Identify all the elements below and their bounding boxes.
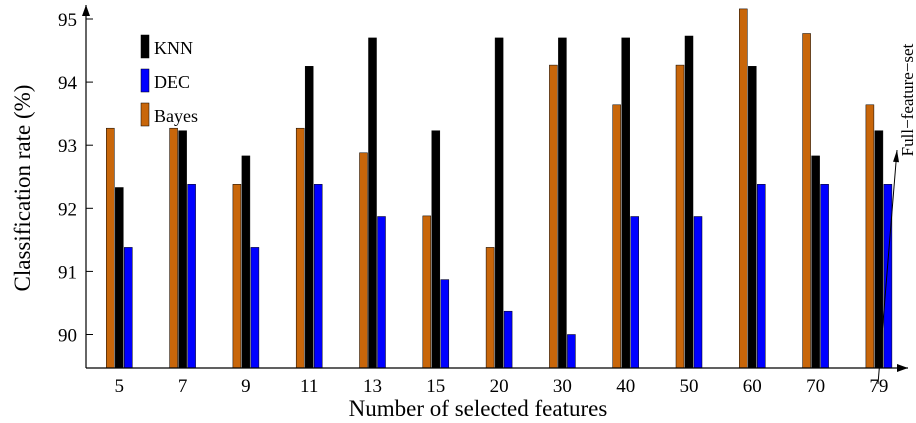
x-tick-label-13: 13 [363, 376, 382, 397]
y-tick-label-93: 93 [58, 136, 77, 157]
legend-label-knn: KNN [154, 38, 193, 58]
bar-dec-20 [503, 310, 513, 369]
bar-knn-11 [304, 66, 314, 369]
legend-label-bayes: Bayes [154, 106, 198, 126]
y-tick-label-94: 94 [58, 73, 78, 94]
bar-bayes-9 [232, 184, 242, 369]
bar-bayes-5 [106, 127, 115, 369]
bar-bayes-15 [422, 215, 432, 369]
bar-dec-40 [630, 216, 639, 369]
y-axis-title: Classification rate (%) [10, 85, 35, 292]
y-ticks-layer: 90 91 92 93 94 95 [58, 10, 93, 347]
x-axis-arrowhead [897, 364, 908, 372]
bar-knn-60 [748, 66, 757, 369]
bar-knn-9 [241, 155, 251, 369]
bars-layer [106, 8, 893, 369]
bar-dec-13 [377, 216, 386, 369]
x-tick-label-11: 11 [300, 376, 318, 397]
x-axis-title: Number of selected features [349, 396, 608, 421]
legend-label-dec: DEC [154, 72, 190, 92]
bar-knn-13 [368, 37, 377, 369]
bar-knn-30 [558, 37, 567, 369]
bar-dec-70 [820, 184, 829, 369]
bar-knn-70 [811, 155, 820, 369]
bar-knn-5 [115, 187, 124, 369]
legend-swatch-knn [140, 34, 150, 59]
y-axis-arrowhead [82, 5, 90, 16]
bar-dec-79 [883, 184, 893, 369]
full-feature-set-arrow-line [877, 149, 898, 385]
y-tick-label-91: 91 [58, 262, 77, 283]
bar-dec-7 [187, 184, 196, 369]
bar-dec-9 [250, 247, 260, 369]
x-tick-label-40: 40 [616, 376, 635, 397]
x-tick-label-70: 70 [806, 376, 825, 397]
legend-swatch-bayes [140, 102, 150, 127]
bar-bayes-20 [485, 247, 495, 369]
bar-dec-11 [313, 184, 323, 369]
bar-bayes-60 [739, 8, 748, 369]
bar-bayes-79 [865, 104, 875, 369]
x-tick-label-7: 7 [178, 376, 188, 397]
legend: KNN DEC Bayes [140, 34, 198, 127]
full-feature-set-annotation: Full−feature−set [898, 43, 916, 156]
x-tick-label-79: 79 [869, 376, 888, 397]
x-tick-label-30: 30 [553, 376, 572, 397]
y-tick-label-92: 92 [58, 199, 77, 220]
bar-knn-7 [178, 130, 187, 369]
bar-bayes-50 [675, 64, 685, 369]
full-feature-set-arrowhead [893, 150, 900, 163]
y-tick-label-95: 95 [58, 10, 77, 31]
bar-dec-5 [124, 247, 133, 369]
bar-knn-50 [684, 35, 694, 369]
bar-knn-15 [431, 130, 441, 369]
bar-dec-60 [757, 184, 766, 369]
x-tick-label-20: 20 [490, 376, 509, 397]
bar-dec-50 [693, 216, 703, 369]
bar-knn-40 [621, 37, 630, 369]
bar-bayes-40 [612, 104, 621, 369]
bar-bayes-70 [802, 33, 811, 369]
x-tick-label-15: 15 [426, 376, 445, 397]
bar-bayes-30 [549, 64, 558, 369]
x-tick-label-5: 5 [115, 376, 125, 397]
bar-bayes-11 [295, 127, 305, 369]
x-tick-label-60: 60 [743, 376, 762, 397]
bar-dec-15 [440, 279, 450, 369]
bar-knn-20 [494, 37, 504, 369]
bar-bayes-7 [169, 127, 178, 369]
legend-swatch-dec [140, 68, 150, 93]
bar-bayes-13 [359, 152, 368, 369]
bar-dec-30 [567, 334, 576, 369]
x-ticks-layer: 5 7 9 11 13 15 20 30 40 50 60 70 79 [115, 362, 888, 397]
x-tick-label-9: 9 [241, 376, 251, 397]
y-tick-label-90: 90 [58, 326, 77, 347]
x-tick-label-50: 50 [680, 376, 699, 397]
